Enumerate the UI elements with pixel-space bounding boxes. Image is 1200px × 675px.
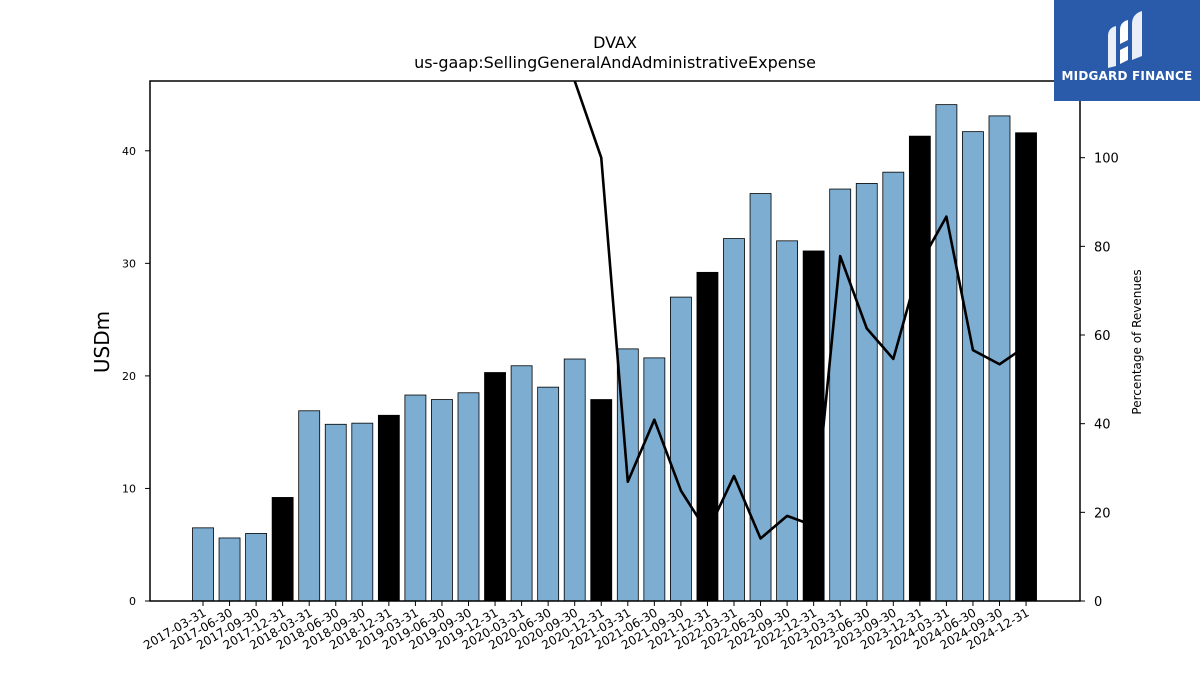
bar-2019-03-31: [404, 394, 427, 602]
bar-2019-06-30: [431, 399, 453, 602]
bar-2022-03-31: [723, 238, 745, 602]
chart-subtitle: us-gaap:SellingGeneralAndAdministrativeE…: [414, 53, 816, 72]
bar-2024-12-31: [1015, 132, 1037, 602]
y-tick-label: 0: [129, 595, 136, 608]
bar-2018-09-30: [351, 422, 374, 602]
y-tick-label: 40: [122, 145, 136, 158]
bar-2017-12-31: [271, 497, 294, 602]
y2-tick-label: 40: [1094, 418, 1111, 433]
percentage-line: [573, 81, 1027, 540]
chart-title: DVAX: [593, 33, 637, 52]
bar-2020-09-30: [563, 358, 586, 602]
bar-2020-06-30: [537, 386, 560, 602]
y-tick-label: 20: [122, 370, 136, 383]
axis-ticks: 0102030400204060801002017-03-312017-06-3…: [122, 145, 1119, 653]
bar-2022-12-31: [802, 250, 825, 602]
bar-2017-09-30: [245, 533, 268, 602]
bar-series: [192, 104, 1037, 602]
bar-2021-09-30: [670, 296, 692, 602]
midgard-finance-logo: MIDGARD FINANCE: [1054, 0, 1200, 101]
y2-tick-label: 0: [1094, 595, 1102, 610]
bar-2021-06-30: [643, 357, 666, 602]
y2-tick-label: 100: [1094, 152, 1119, 167]
bar-2017-03-31: [192, 527, 214, 602]
bar-2018-06-30: [324, 423, 347, 602]
bar-2020-12-31: [590, 399, 613, 602]
bar-2018-03-31: [298, 410, 321, 602]
y-tick-label: 30: [122, 257, 136, 270]
y-tick-label: 10: [122, 482, 136, 495]
bar-2019-12-31: [484, 372, 506, 602]
bar-2022-06-30: [749, 193, 772, 602]
bar-2023-06-30: [855, 183, 878, 602]
y2-axis-label: Percentage of Revenues: [1130, 269, 1144, 414]
bar-2024-03-31: [935, 104, 958, 602]
plot-frame: [149, 80, 1081, 602]
bar-2017-06-30: [218, 537, 241, 602]
y2-tick-label: 80: [1094, 240, 1111, 255]
y-axis-label: USDm: [90, 311, 114, 373]
midgard-logo-icon: [1108, 11, 1142, 68]
bar-2018-12-31: [377, 414, 400, 602]
y2-tick-label: 20: [1094, 506, 1111, 521]
bar-2019-09-30: [457, 392, 480, 602]
y2-tick-label: 60: [1094, 329, 1111, 344]
line-series: [573, 81, 1027, 540]
bar-2020-03-31: [510, 365, 533, 602]
logo-text: MIDGARD FINANCE: [1061, 69, 1193, 83]
bar-2023-03-31: [829, 188, 852, 602]
bar-2023-12-31: [908, 135, 931, 602]
bar-2023-09-30: [882, 171, 905, 602]
bar-2022-09-30: [776, 240, 798, 602]
bar-2021-12-31: [696, 271, 719, 602]
bar-2024-06-30: [962, 131, 984, 602]
